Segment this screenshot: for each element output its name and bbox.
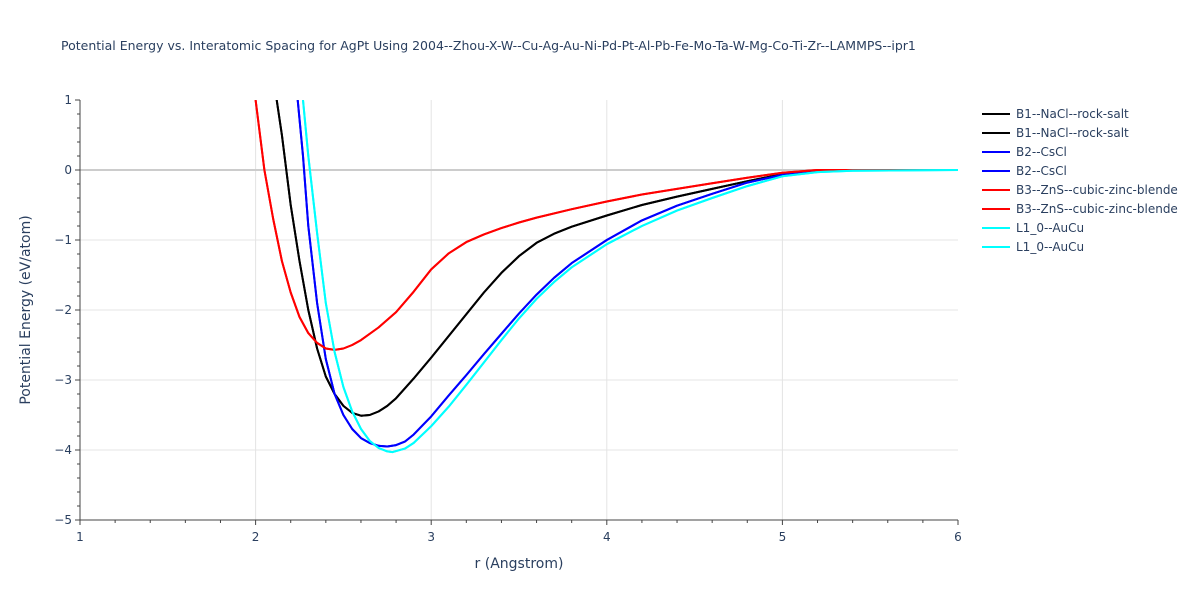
y-tick-label: 1 — [64, 93, 72, 107]
series-line-2[interactable] — [275, 100, 958, 417]
legend-label: B2--CsCl — [1016, 145, 1067, 159]
legend-label: B3--ZnS--cubic-zinc-blende — [1016, 183, 1178, 197]
x-tick-label: 6 — [954, 530, 962, 544]
series-line-7[interactable] — [302, 100, 958, 454]
series-line-4[interactable] — [296, 100, 958, 448]
legend-label: B1--NaCl--rock-salt — [1016, 126, 1129, 140]
legend-item[interactable]: B2--CsCl — [982, 145, 1067, 159]
y-tick-label: −2 — [54, 303, 72, 317]
series-line-6[interactable] — [254, 100, 958, 351]
axes: 1 2 3 4 5 6 1 0 −1 −2 −3 −4 −5 — [54, 93, 962, 544]
x-tick-label: 4 — [603, 530, 611, 544]
x-tick-label: 3 — [427, 530, 435, 544]
series-line-3[interactable] — [296, 100, 958, 448]
chart-title: Potential Energy vs. Interatomic Spacing… — [61, 38, 916, 53]
y-tick-label: −3 — [54, 373, 72, 387]
series-line-1[interactable] — [275, 100, 958, 417]
grid — [80, 100, 958, 520]
legend-item[interactable]: L1_0--AuCu — [982, 221, 1084, 235]
legend[interactable]: B1--NaCl--rock-salt B1--NaCl--rock-salt B2… — [982, 107, 1178, 254]
y-tick-label: −4 — [54, 443, 72, 457]
series-lines — [254, 100, 958, 454]
legend-label: L1_0--AuCu — [1016, 240, 1084, 254]
legend-item[interactable]: B3--ZnS--cubic-zinc-blende — [982, 202, 1178, 216]
legend-item[interactable]: B2--CsCl — [982, 164, 1067, 178]
y-tick-label: −1 — [54, 233, 72, 247]
y-tick-label: −5 — [54, 513, 72, 527]
legend-item[interactable]: B3--ZnS--cubic-zinc-blende — [982, 183, 1178, 197]
legend-item[interactable]: L1_0--AuCu — [982, 240, 1084, 254]
x-tick-label: 1 — [76, 530, 84, 544]
x-tick-label: 2 — [252, 530, 260, 544]
series-line-8[interactable] — [302, 100, 958, 454]
legend-label: B2--CsCl — [1016, 164, 1067, 178]
x-axis-title: r (Angstrom) — [475, 556, 564, 572]
legend-label: B3--ZnS--cubic-zinc-blende — [1016, 202, 1178, 216]
legend-item[interactable]: B1--NaCl--rock-salt — [982, 126, 1129, 140]
y-tick-label: 0 — [64, 163, 72, 177]
x-tick-label: 5 — [779, 530, 787, 544]
y-axis-title: Potential Energy (eV/atom) — [18, 215, 34, 404]
legend-label: L1_0--AuCu — [1016, 221, 1084, 235]
legend-item[interactable]: B1--NaCl--rock-salt — [982, 107, 1129, 121]
legend-label: B1--NaCl--rock-salt — [1016, 107, 1129, 121]
